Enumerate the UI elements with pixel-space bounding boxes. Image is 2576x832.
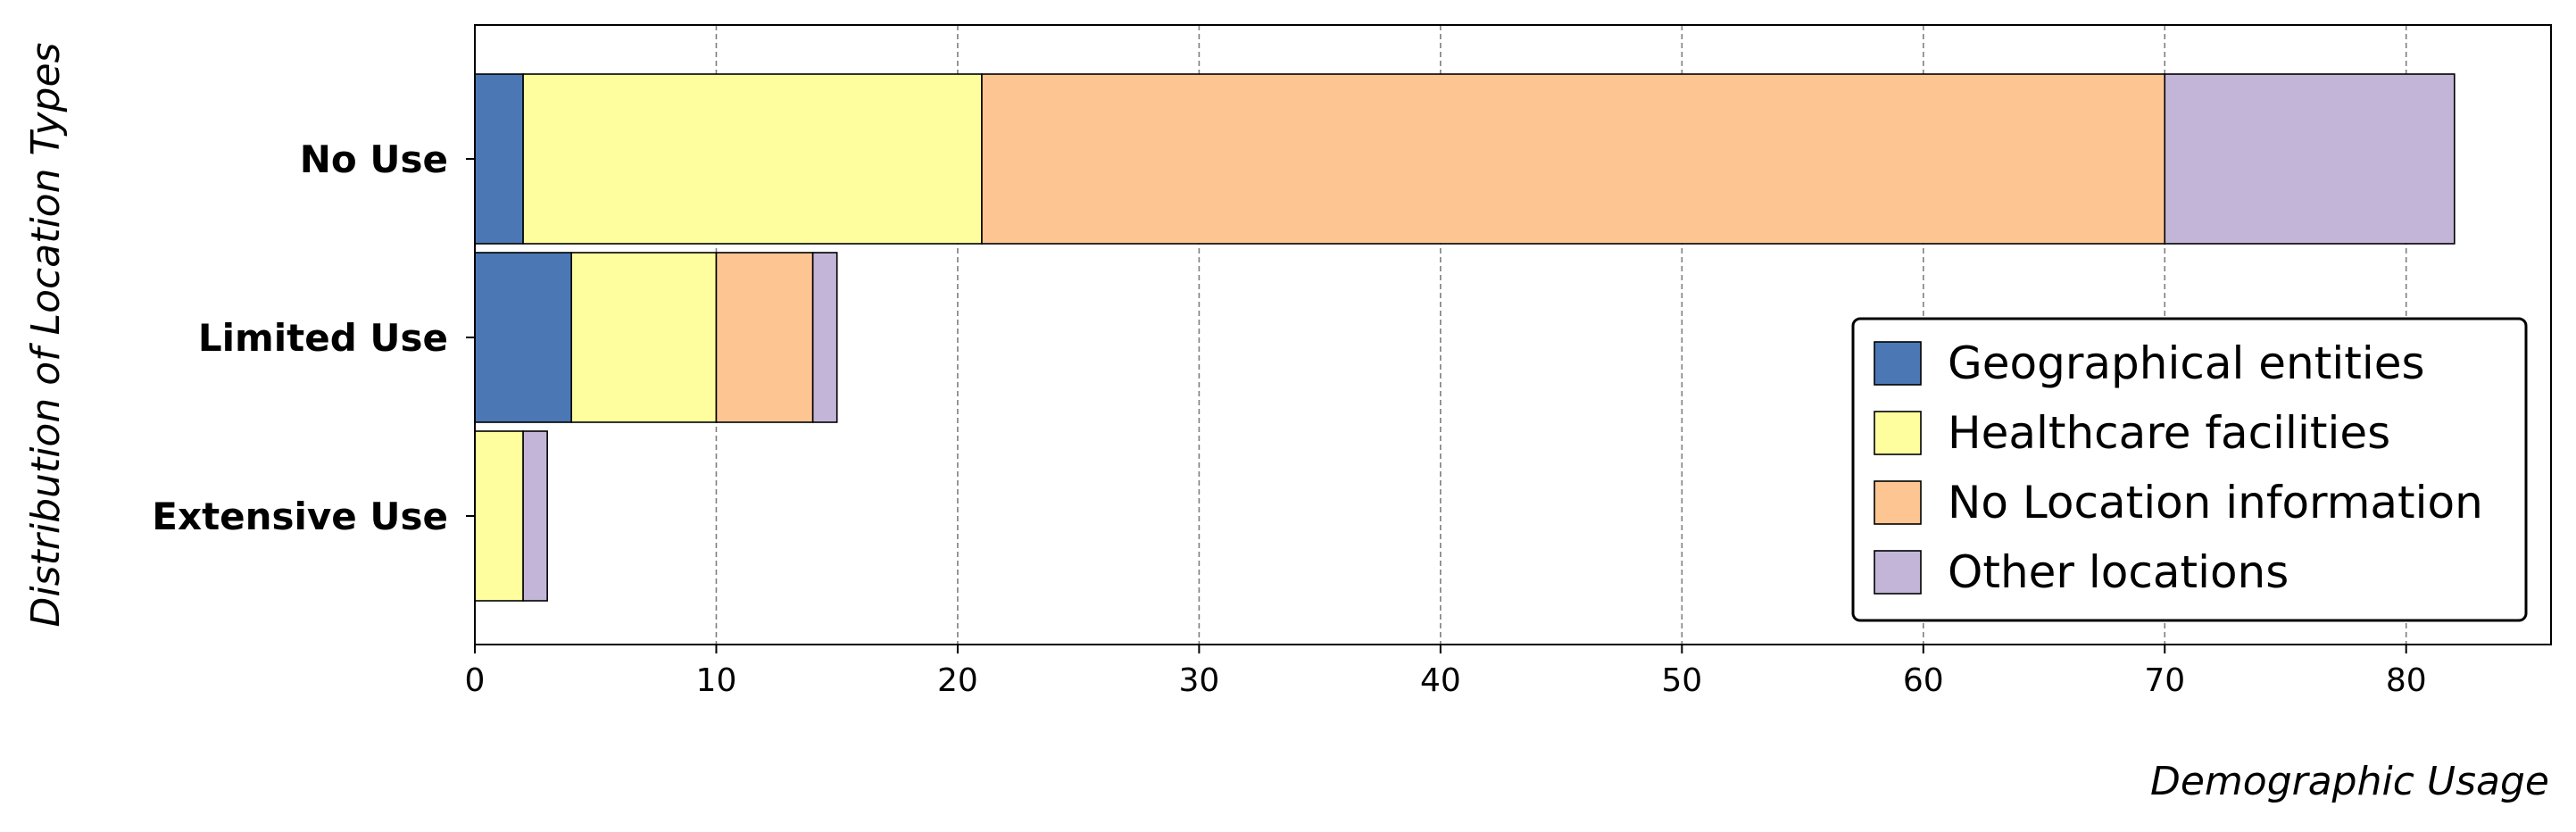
- bar-segment: [522, 430, 548, 602]
- category-label: Extensive Use: [152, 495, 448, 538]
- bar-segment: [474, 73, 524, 245]
- y-axis-title: Distribution of Location Types: [23, 43, 69, 628]
- legend-label: No Location information: [1948, 477, 2483, 528]
- bar-segment: [981, 73, 2166, 245]
- legend-swatch: [1874, 550, 1922, 595]
- legend-label: Other locations: [1948, 546, 2289, 598]
- bar-segment: [2164, 73, 2456, 245]
- legend-swatch: [1874, 480, 1922, 525]
- x-tick-label: 60: [1903, 662, 1944, 699]
- legend: Geographical entities Healthcare faciliti…: [1851, 317, 2528, 622]
- axes: 0 10 20 30 40 50 60 70 80 No Use Limited Use Extens…: [152, 24, 2552, 699]
- bar-segment: [570, 252, 718, 423]
- category-label: Limited Use: [198, 316, 448, 360]
- bar-segment: [811, 252, 838, 423]
- bar-segment: [474, 430, 524, 602]
- category-label: No Use: [300, 137, 448, 181]
- x-tick-label: 0: [465, 662, 486, 699]
- x-tick-label: 10: [696, 662, 737, 699]
- legend-swatch: [1874, 341, 1922, 386]
- bars: [474, 73, 2456, 602]
- legend-box: [1851, 317, 2528, 622]
- legend-swatch: [1874, 411, 1922, 455]
- x-tick-label: 30: [1178, 662, 1219, 699]
- legend-label: Healthcare facilities: [1948, 407, 2390, 459]
- x-tick-label: 20: [937, 662, 978, 699]
- x-tick-label: 80: [2386, 662, 2427, 699]
- bar-segment: [522, 73, 983, 245]
- x-axis-title: Demographic Usage: [2150, 759, 2549, 804]
- bar-segment: [474, 252, 572, 423]
- bar-segment: [715, 252, 814, 423]
- x-tick-label: 40: [1420, 662, 1461, 699]
- legend-label: Geographical entities: [1948, 337, 2425, 389]
- plot-frame: [474, 24, 2552, 645]
- x-tick-label: 70: [2144, 662, 2185, 699]
- x-tick-label: 50: [1661, 662, 1702, 699]
